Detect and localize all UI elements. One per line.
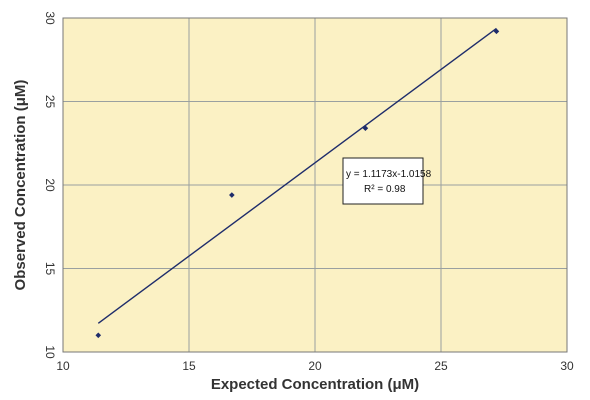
equation-box: y = 1.1173x-1.0158 R² = 0.98 xyxy=(342,157,432,205)
x-axis-ticks: 10 15 20 25 30 xyxy=(56,359,574,373)
x-tick-label: 15 xyxy=(182,359,196,373)
x-axis-title: Expected Concentration (μM) xyxy=(211,376,419,393)
data-points xyxy=(95,28,500,339)
y-tick-label: 25 xyxy=(43,95,57,109)
y-tick-label: 30 xyxy=(43,11,57,25)
y-tick-label: 20 xyxy=(43,178,57,192)
y-axis-ticks: 10 15 20 25 30 xyxy=(43,11,57,359)
data-point xyxy=(362,125,369,132)
trendline-equation: y = 1.1173x-1.0158 xyxy=(346,169,432,180)
y-tick-label: 15 xyxy=(43,262,57,276)
trendline-r2: R² = 0.98 xyxy=(364,184,406,195)
x-tick-label: 20 xyxy=(308,359,322,373)
data-point xyxy=(493,28,500,35)
x-tick-label: 10 xyxy=(56,359,70,373)
trendline xyxy=(97,27,497,324)
x-tick-label: 30 xyxy=(560,359,574,373)
y-tick-label: 10 xyxy=(43,345,57,359)
x-tick-label: 25 xyxy=(434,359,448,373)
data-point xyxy=(229,192,235,198)
plot-frame xyxy=(62,17,568,353)
y-axis-title: Observed Concentration (μM) xyxy=(12,80,29,291)
data-point xyxy=(95,332,102,339)
